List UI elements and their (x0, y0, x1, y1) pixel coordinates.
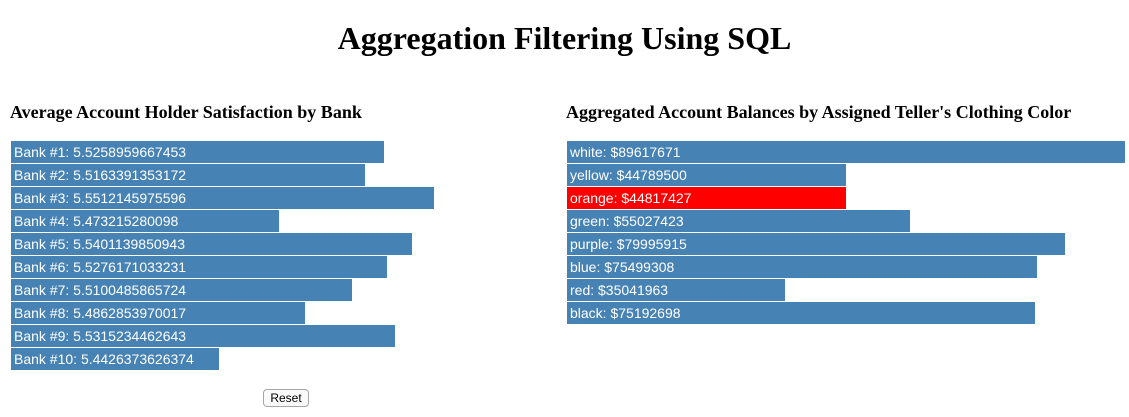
bar-bank-7[interactable]: Bank #7: 5.5100485865724 (11, 279, 353, 301)
bar-bank-9[interactable]: Bank #9: 5.5315234462643 (11, 325, 395, 347)
bar-bank-10[interactable]: Bank #10: 5.4426373626374 (11, 348, 219, 370)
bar-bank-2[interactable]: Bank #2: 5.5163391353172 (11, 164, 365, 186)
bar-white[interactable]: white: $89617671 (567, 141, 1125, 163)
reset-button[interactable]: Reset (263, 389, 309, 407)
bar-blue[interactable]: blue: $75499308 (567, 256, 1038, 278)
bar-green[interactable]: green: $55027423 (567, 210, 910, 232)
bar-bank-3[interactable]: Bank #3: 5.5512145975596 (11, 187, 434, 209)
bar-yellow[interactable]: yellow: $44789500 (567, 164, 846, 186)
bar-bank-4[interactable]: Bank #4: 5.473215280098 (11, 210, 280, 232)
bar-black[interactable]: black: $75192698 (567, 302, 1036, 324)
bar-bank-1[interactable]: Bank #1: 5.5258959667453 (11, 141, 384, 163)
bar-orange[interactable]: orange: $44817427 (567, 187, 847, 209)
balances-chart-title: Aggregated Account Balances by Assigned … (566, 102, 1072, 122)
bar-bank-8[interactable]: Bank #8: 5.4862853970017 (11, 302, 306, 324)
satisfaction-chart-title: Average Account Holder Satisfaction by B… (10, 102, 362, 122)
bar-bank-5[interactable]: Bank #5: 5.5401139850943 (11, 233, 412, 255)
bar-bank-6[interactable]: Bank #6: 5.5276171033231 (11, 256, 388, 278)
page-title: Aggregation Filtering Using SQL (337, 20, 792, 56)
bar-purple[interactable]: purple: $79995915 (567, 233, 1066, 255)
bar-red[interactable]: red: $35041963 (567, 279, 786, 301)
